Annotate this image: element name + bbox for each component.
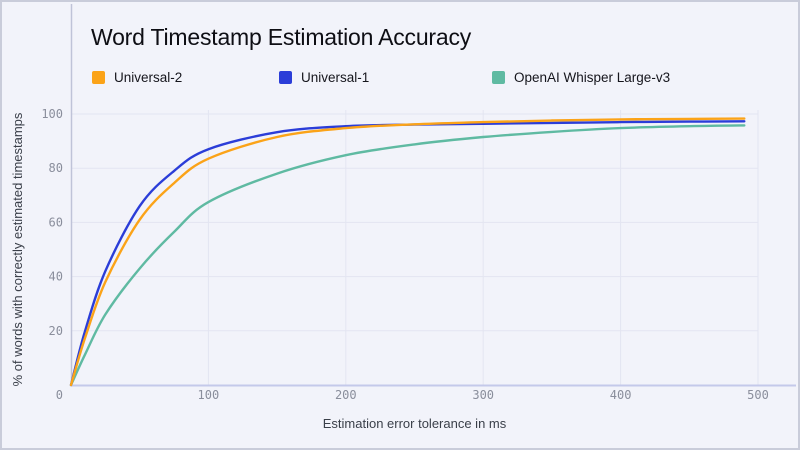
axes: [70, 4, 796, 387]
y-tick-label: 40: [49, 270, 63, 284]
y-tick-label: 20: [49, 324, 63, 338]
y-tick-label: 60: [49, 215, 63, 229]
y-tick-label: 100: [41, 107, 63, 121]
x-tick-label: 500: [747, 388, 769, 402]
chart-title: Word Timestamp Estimation Accuracy: [91, 24, 472, 50]
legend-item-whisper: OpenAI Whisper Large-v3: [492, 70, 670, 85]
x-tick-label: 200: [335, 388, 357, 402]
legend-swatch-icon: [279, 71, 292, 84]
origin-tick-label: 0: [56, 388, 63, 402]
legend-swatch-icon: [492, 71, 505, 84]
y-axis-label: % of words with correctly estimated time…: [10, 112, 25, 386]
x-tick-label: 300: [472, 388, 494, 402]
x-tick-label: 100: [198, 388, 220, 402]
legend-label: Universal-1: [301, 70, 370, 85]
series-lines: [69, 117, 746, 387]
legend-label: Universal-2: [114, 70, 183, 85]
legend: Universal-2 Universal-1 OpenAI Whisper L…: [2, 70, 798, 90]
legend-swatch-icon: [92, 71, 105, 84]
x-axis-label: Estimation error tolerance in ms: [323, 416, 507, 431]
gridlines: [71, 110, 759, 385]
y-tick-label: 80: [49, 161, 63, 175]
series-line-universal-1: [69, 120, 746, 387]
legend-label: OpenAI Whisper Large-v3: [514, 70, 671, 85]
series-line-openai-whisper-large-v3: [69, 124, 746, 387]
tick-labels: 20 40 60 80 100 0 100 200 300 400 500: [41, 107, 769, 402]
series-line-universal-2: [69, 117, 746, 387]
legend-item-universal-2: Universal-2: [92, 70, 182, 85]
x-tick-label: 400: [610, 388, 632, 402]
legend-item-universal-1: Universal-1: [279, 70, 369, 85]
